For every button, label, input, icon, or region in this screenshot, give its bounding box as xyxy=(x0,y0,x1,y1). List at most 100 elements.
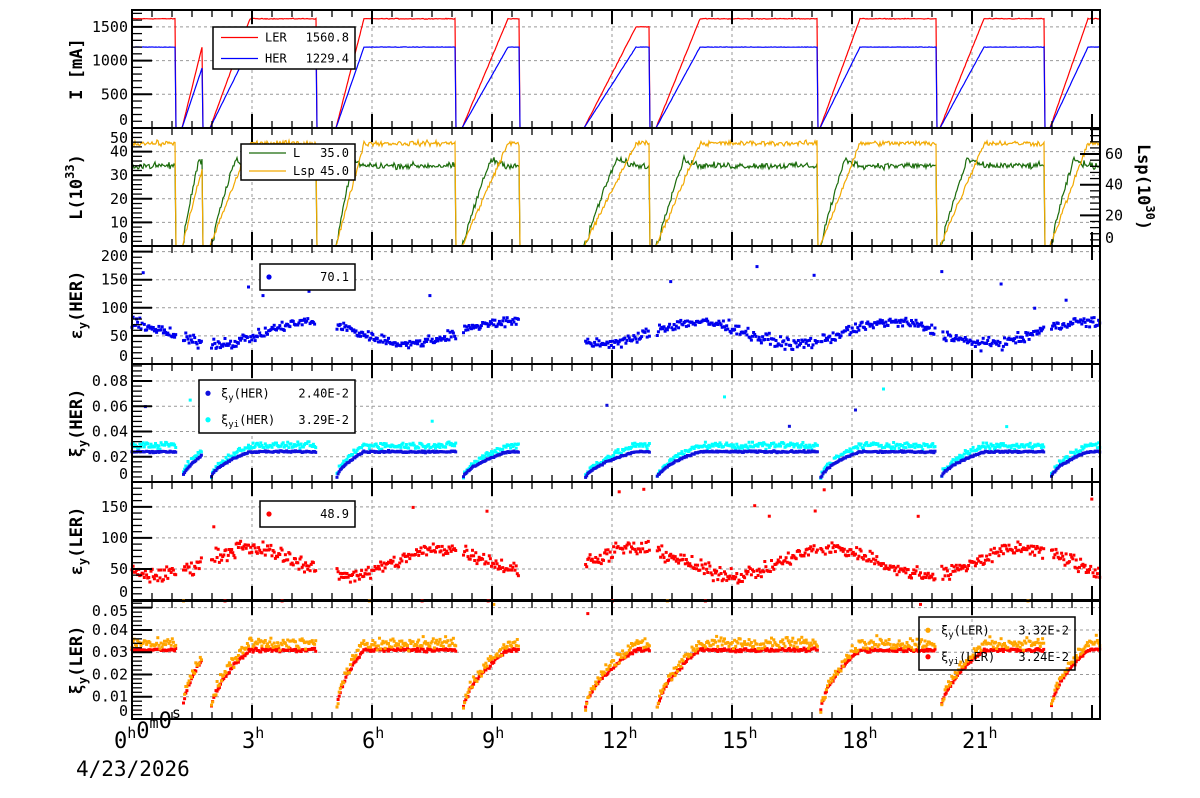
data-point xyxy=(504,445,508,449)
data-point xyxy=(745,333,749,337)
data-point xyxy=(510,568,514,572)
y-tick-label: 100 xyxy=(101,529,128,547)
data-point xyxy=(388,645,392,649)
data-point xyxy=(361,650,365,654)
data-point xyxy=(614,541,618,545)
data-point xyxy=(394,642,398,646)
data-point xyxy=(239,338,243,342)
data-point xyxy=(513,640,517,644)
data-point xyxy=(959,670,963,674)
data-point xyxy=(417,553,421,557)
data-point xyxy=(174,643,178,647)
data-point xyxy=(977,444,981,448)
data-point xyxy=(235,541,239,545)
data-point xyxy=(342,576,346,579)
data-point xyxy=(927,576,931,580)
data-point xyxy=(354,451,358,454)
data-point xyxy=(419,546,423,550)
data-point xyxy=(174,446,178,449)
data-point xyxy=(247,285,250,289)
data-point xyxy=(815,450,819,454)
data-point xyxy=(805,339,809,343)
data-point xyxy=(1073,317,1077,321)
data-point xyxy=(1081,654,1085,658)
data-point xyxy=(411,640,415,644)
data-point xyxy=(955,458,959,461)
data-point xyxy=(1073,452,1077,456)
data-point xyxy=(188,571,192,575)
data-point xyxy=(1001,442,1005,446)
data-point xyxy=(643,442,647,446)
data-point xyxy=(503,325,507,329)
data-point xyxy=(1052,556,1056,560)
data-point xyxy=(801,648,805,652)
data-point xyxy=(766,443,770,447)
data-point xyxy=(431,444,435,448)
data-point xyxy=(213,559,217,563)
data-point xyxy=(516,574,520,578)
data-point xyxy=(1053,323,1057,327)
data-point xyxy=(1060,326,1064,330)
data-point xyxy=(245,651,249,655)
data-point xyxy=(404,560,408,564)
data-point xyxy=(947,687,950,691)
data-point xyxy=(337,690,341,694)
data-point xyxy=(516,450,520,454)
data-point xyxy=(263,649,267,653)
data-point xyxy=(744,647,748,651)
data-point xyxy=(342,321,346,325)
data-point xyxy=(445,337,449,341)
data-point xyxy=(958,563,962,567)
data-point xyxy=(1053,692,1057,696)
data-point xyxy=(617,490,621,494)
data-point xyxy=(1034,547,1038,551)
data-point xyxy=(617,661,621,665)
data-point xyxy=(187,341,191,345)
data-point xyxy=(306,567,310,571)
data-point xyxy=(1019,339,1023,343)
data-point xyxy=(147,324,151,328)
data-point xyxy=(199,453,203,457)
data-point xyxy=(985,441,989,445)
data-point xyxy=(901,324,905,328)
data-point xyxy=(677,663,681,667)
data-point xyxy=(811,343,815,347)
data-point xyxy=(831,331,835,335)
data-point xyxy=(138,442,142,446)
data-point xyxy=(665,328,669,332)
data-point xyxy=(337,694,341,698)
data-point xyxy=(465,325,469,329)
data-point xyxy=(991,444,995,447)
data-point xyxy=(185,689,189,693)
data-point xyxy=(1029,544,1033,548)
data-point xyxy=(380,642,384,646)
data-point xyxy=(468,557,472,561)
data-point xyxy=(453,547,457,551)
data-point xyxy=(286,558,290,562)
data-point xyxy=(276,641,280,645)
data-point xyxy=(282,559,286,563)
data-point xyxy=(262,334,266,338)
data-point xyxy=(930,575,934,579)
data-point xyxy=(632,444,636,448)
data-point xyxy=(667,558,670,562)
data-point xyxy=(158,576,162,580)
data-point xyxy=(988,553,992,557)
data-point xyxy=(1083,563,1087,567)
data-point xyxy=(383,646,387,650)
data-point xyxy=(486,454,490,457)
data-point xyxy=(214,469,218,472)
data-point xyxy=(136,647,140,651)
data-point xyxy=(423,640,427,644)
data-point xyxy=(429,339,433,343)
data-point xyxy=(232,451,236,455)
data-point xyxy=(944,691,948,695)
data-point xyxy=(792,554,796,558)
y-axis-label: εy(LER) xyxy=(67,507,90,576)
data-point xyxy=(913,324,917,328)
data-point xyxy=(630,545,633,549)
data-point xyxy=(394,649,398,653)
data-point xyxy=(663,560,667,564)
data-point xyxy=(954,334,958,338)
